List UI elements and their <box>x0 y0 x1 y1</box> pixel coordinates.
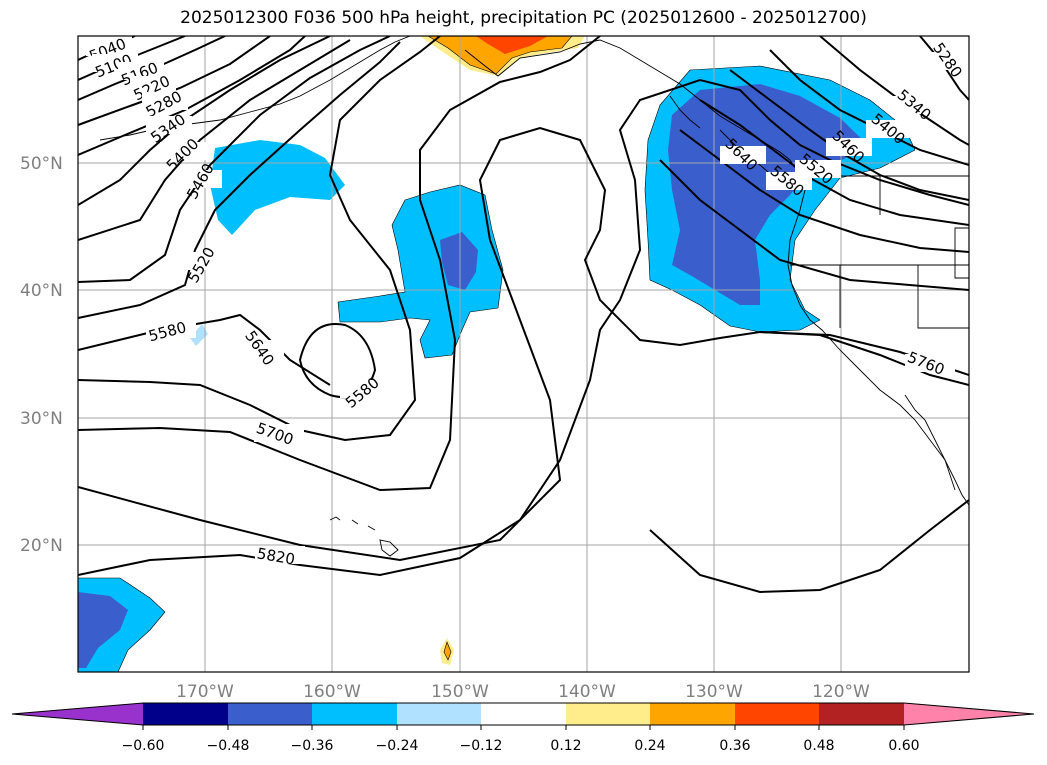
contour-5640 <box>78 36 441 442</box>
contour-5400-east <box>769 49 969 166</box>
precip-central-dark <box>440 232 478 290</box>
precip-central-light <box>337 184 504 359</box>
precip-hawaii-positive-mid <box>443 641 452 661</box>
lat-label-50n: 50°N <box>20 154 63 174</box>
lon-label-160w: 160°W <box>303 682 361 702</box>
longitude-labels: 170°W 160°W 150°W 140°W 130°W 120°W <box>176 682 870 702</box>
colorbar-bin-0 <box>143 703 228 725</box>
precip-north-positive-strong <box>476 36 548 54</box>
lon-label-170w: 170°W <box>176 682 234 702</box>
colorbar-bin-8 <box>819 703 904 725</box>
colorbar-extend-max <box>904 703 1034 725</box>
colorbar-bin-2 <box>312 703 397 725</box>
colorbar-tick-label-2: −0.36 <box>291 738 334 754</box>
lon-label-130w: 130°W <box>685 682 743 702</box>
colorbar-bin-3 <box>397 703 481 725</box>
contour-5220 <box>78 36 271 126</box>
contour-5700 <box>78 36 601 492</box>
colorbar-tick-label-3: −0.24 <box>376 738 419 754</box>
colorbar-tick-label-9: 0.60 <box>888 738 919 754</box>
precip-shading <box>78 36 916 672</box>
lat-label-30n: 30°N <box>20 409 63 429</box>
latitude-labels: 50°N 40°N 30°N 20°N <box>20 154 63 556</box>
precip-north-positive-mid <box>427 36 573 75</box>
colorbar-tick-label-8: 0.48 <box>803 738 834 754</box>
lon-label-150w: 150°W <box>431 682 489 702</box>
colorbar-bin-6 <box>650 703 735 725</box>
colorbar-bin-7 <box>735 703 819 725</box>
coast-hawaii <box>329 516 399 557</box>
precip-west-light <box>210 140 345 235</box>
contour-5280-east <box>919 36 969 101</box>
contour-5820 <box>78 78 969 577</box>
colorbar-bin-1 <box>228 703 312 725</box>
lon-label-140w: 140°W <box>558 682 616 702</box>
contour-5460 <box>78 36 391 283</box>
map-title: 2025012300 F036 500 hPa height, precipit… <box>180 8 867 28</box>
contour-5280 <box>78 36 306 156</box>
colorbar-bin-5 <box>566 703 650 725</box>
precip-small-blob <box>190 324 208 346</box>
colorbar-bin-4 <box>481 703 566 725</box>
contour-5880 <box>649 499 969 594</box>
colorbar-tick-label-5: 0.12 <box>550 738 581 754</box>
colorbar-tick-label-7: 0.36 <box>719 738 750 754</box>
contour-5580-low <box>298 323 377 399</box>
colorbar-tick-label-0: −0.60 <box>122 738 165 754</box>
lat-label-40n: 40°N <box>20 281 63 301</box>
border-states <box>790 176 969 329</box>
lat-label-20n: 20°N <box>20 536 63 556</box>
contour-5640-east <box>659 159 969 291</box>
colorbar-tick-label-4: −0.12 <box>460 738 503 754</box>
precip-sw-dark <box>78 592 128 668</box>
colorbar: −0.60 −0.48 −0.36 −0.24 −0.12 0.12 0.24 … <box>11 702 1035 754</box>
colorbar-ticks <box>142 725 905 730</box>
contour-5400 <box>78 39 351 241</box>
map-frame <box>77 35 970 673</box>
map-area: 5040 5100 5160 5220 5280 5340 5400 5460 … <box>78 36 969 672</box>
coast-baja <box>904 394 956 491</box>
colorbar-tick-label-1: −0.48 <box>207 738 250 754</box>
lon-label-120w: 120°W <box>812 682 870 702</box>
colorbar-tick-label-6: 0.24 <box>634 738 665 754</box>
colorbar-extend-min <box>12 703 143 725</box>
contour-5520 <box>78 41 401 319</box>
